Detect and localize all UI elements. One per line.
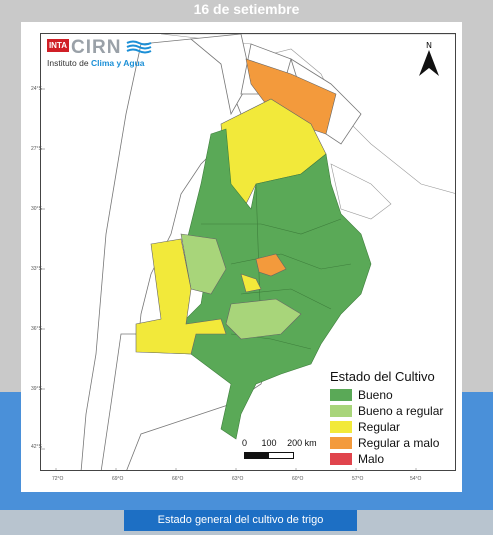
scale-bar: 0 100 200 km xyxy=(242,438,322,464)
legend-swatch xyxy=(330,453,352,465)
legend-item: Bueno a regular xyxy=(330,403,460,419)
lat-label: 24°S xyxy=(31,86,42,92)
argentina-map xyxy=(41,34,455,470)
lat-label: 42°S xyxy=(31,444,42,450)
lat-label: 36°S xyxy=(31,326,42,332)
legend-item: Malo xyxy=(330,451,460,467)
legend-title: Estado del Cultivo xyxy=(330,369,435,384)
legend-item: Regular xyxy=(330,419,460,435)
legend-label: Regular xyxy=(358,420,401,434)
legend-item: Regular a malo xyxy=(330,435,460,451)
lat-label: 30°S xyxy=(31,206,42,212)
lon-label: 54°O xyxy=(410,476,422,482)
legend-label: Malo xyxy=(358,452,385,466)
logo-subtitle-highlight: Clima y Agua xyxy=(90,58,145,68)
scale-bar-graphic xyxy=(244,452,294,459)
inta-cirn-logo: INTA CIRN Instituto de Clima y Agua xyxy=(47,37,157,73)
scale-label-100: 100 xyxy=(261,438,277,448)
legend-label: Regular a malo xyxy=(358,436,440,450)
logo-subtitle-prefix: Instituto de xyxy=(47,58,89,68)
waves-icon xyxy=(126,40,152,54)
cirn-wordmark: CIRN xyxy=(71,37,122,58)
legend-item: Bueno xyxy=(330,387,460,403)
north-label: N xyxy=(426,41,432,50)
lon-label: 72°O xyxy=(52,476,64,482)
date-title: 16 de setiembre xyxy=(193,1,300,17)
legend-swatch xyxy=(330,405,352,417)
legend-swatch xyxy=(330,421,352,433)
legend: Estado del Cultivo Bueno Bueno a regular… xyxy=(330,369,460,467)
legend-label: Bueno xyxy=(358,388,393,402)
lon-label: 66°O xyxy=(172,476,184,482)
lon-label: 63°O xyxy=(232,476,244,482)
logo-subtitle: Instituto de Clima y Agua xyxy=(47,58,145,68)
lon-label: 69°O xyxy=(112,476,124,482)
scale-label-200: 200 km xyxy=(287,438,317,448)
scale-labels: 0 100 200 km xyxy=(242,438,317,448)
lat-label: 33°S xyxy=(31,266,42,272)
scale-label-0: 0 xyxy=(242,438,248,448)
legend-swatch xyxy=(330,389,352,401)
caption: Estado general del cultivo de trigo xyxy=(124,510,357,531)
top-band xyxy=(0,0,493,20)
inta-badge: INTA xyxy=(47,39,69,52)
legend-swatch xyxy=(330,437,352,449)
lon-label: 57°O xyxy=(352,476,364,482)
lon-label: 60°O xyxy=(292,476,304,482)
north-arrow-icon: N xyxy=(419,41,439,76)
lat-label: 39°S xyxy=(31,386,42,392)
map-frame xyxy=(40,33,456,471)
legend-label: Bueno a regular xyxy=(358,404,444,418)
lat-label: 27°S xyxy=(31,146,42,152)
